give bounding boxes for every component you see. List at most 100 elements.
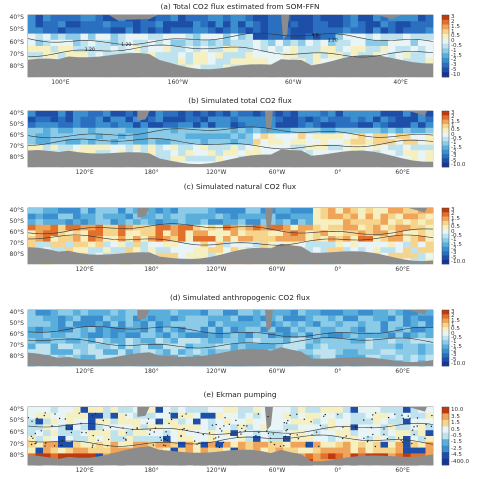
field-cell [418,354,426,361]
field-cell [50,208,59,214]
field-cell [80,326,89,333]
field-cell [223,155,231,162]
field-cell [335,453,344,460]
field-cell [28,326,36,333]
africa-land [408,310,427,315]
field-cell [260,21,269,28]
colorbar-swatch [442,38,449,44]
field-cell [170,139,179,145]
field-cell [305,122,314,129]
field-cell [418,224,426,231]
field-cell [73,354,81,361]
field-cell [230,332,239,339]
field-cell [410,27,419,34]
field-cell [253,310,261,316]
field-cell [305,436,314,443]
field-cell [253,343,261,350]
field-cell [290,424,299,431]
field-cell [395,111,404,117]
field-cell [320,315,329,322]
field-cell [313,139,321,145]
ekman-dot [283,439,285,441]
field-cell [88,343,96,350]
field-cell [238,39,246,47]
field-cell [73,230,81,237]
field-cell [365,407,374,414]
field-cell [238,224,246,231]
field-cell [230,424,239,431]
field-cell [380,241,389,248]
field-cell [358,116,366,123]
field-cell [403,407,411,414]
field-cell [50,122,59,129]
field-cell [418,321,426,328]
field-cell [65,343,74,350]
field-cell [380,116,389,123]
field-cell [395,122,404,129]
field-cell [95,315,104,322]
field-cell [395,310,404,316]
field-cell [103,241,111,248]
field-cell [373,224,381,231]
field-cell [185,418,194,425]
field-cell [238,133,246,140]
field-cell [275,213,284,220]
ekman-dot [147,418,150,420]
field-cell [125,418,134,425]
field-cell [65,241,74,248]
field-cell [245,122,254,129]
field-cell [170,441,179,448]
field-cell [260,315,269,322]
field-cell [193,338,201,344]
field-cell [350,127,359,134]
field-cell [88,15,96,22]
field-cell [260,224,269,231]
field-cell [425,441,434,448]
field-cell [103,230,111,237]
field-cell [80,111,89,117]
field-cell [215,310,224,316]
field-cell [410,407,419,414]
field-cell [118,412,126,419]
field-cell [350,21,359,28]
field-cell [290,436,299,443]
ekman-dot [202,433,204,436]
field-cell [395,441,404,448]
field-cell [358,310,366,316]
ekman-dot [235,419,237,422]
field-cell [125,139,134,145]
field-cell [103,407,111,414]
field-cell [28,127,36,134]
field-cell [253,213,261,220]
field-cell [425,133,434,140]
field-cell [328,133,336,140]
field-cell [43,447,51,454]
field-cell [200,247,209,254]
field-cell [260,332,269,339]
field-cell [418,116,426,123]
field-cell [425,46,434,53]
field-cell [103,122,111,129]
field-cell [328,52,336,59]
longitude-label: 60°W [268,368,286,375]
field-cell [223,332,231,339]
field-cell [328,213,336,220]
field-cell [350,343,359,350]
field-cell [320,241,329,248]
field-cell [103,338,111,344]
field-cell [290,230,299,237]
ekman-dot [224,417,226,419]
field-cell [283,213,291,220]
field-cell [380,447,389,454]
field-cell [110,208,119,214]
field-cell [43,453,51,460]
ekman-dot [285,422,288,424]
field-cell [178,321,186,328]
field-cell [283,133,291,140]
field-cell [350,412,359,419]
field-cell [343,418,351,425]
field-cell [275,230,284,237]
field-cell [155,46,164,53]
field-cell [298,441,306,448]
field-cell [43,139,51,145]
